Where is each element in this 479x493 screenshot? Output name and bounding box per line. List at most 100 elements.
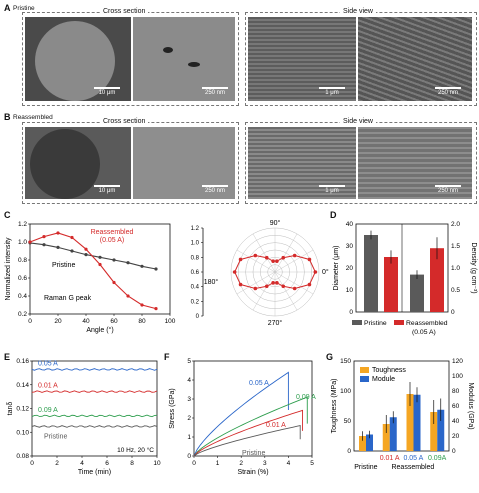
scale-a4: 250 nm [437, 90, 458, 96]
d-ytick-right: 1.5 [451, 243, 460, 250]
scale-a2: 250 nm [204, 90, 225, 96]
scale-a1: 10 μm [98, 90, 116, 96]
d-ytick-left: 0 [349, 309, 353, 316]
d-ytick-left: 40 [346, 221, 354, 228]
polar-spoke [274, 233, 298, 273]
polar-point [232, 270, 237, 274]
e-series-label: 0.01 A [38, 383, 58, 390]
e-series-label: Pristine [44, 433, 67, 440]
f-ytick-label: 4 [187, 377, 191, 384]
sem-b-side-low: 1 μm [248, 127, 356, 199]
polar-point [271, 259, 275, 263]
c-point [154, 267, 158, 271]
d-legend-pristine: Pristine [364, 320, 387, 327]
g-ytick-right: 20 [452, 433, 460, 440]
polar-point [307, 257, 312, 262]
d-legend-swatch-pristine [352, 320, 362, 325]
e-series-label: 0.05 A [38, 360, 58, 367]
g-category-label: 0.05 A [403, 455, 423, 462]
panel-a-cross-title: Cross section [100, 8, 149, 15]
e-xtick-label: 4 [80, 460, 84, 467]
e-series-line [31, 414, 158, 418]
c-xtick-label: 20 [54, 318, 62, 325]
c-point [140, 264, 144, 268]
c-point [28, 240, 32, 244]
panel-g-label: G [326, 352, 334, 362]
c-xlabel: Angle (°) [86, 326, 113, 334]
g-group-label: Reassembled [391, 464, 434, 471]
c-point [112, 258, 116, 262]
g-ytick-right: 100 [452, 373, 463, 380]
sem-b-side-high: 250 nm [358, 127, 472, 199]
d-legend-reassembled-current: (0.05 A) [412, 329, 436, 336]
c-point [126, 294, 130, 298]
e-ytick-label: 0.10 [16, 429, 29, 436]
polar-rtick-label: 0.4 [191, 285, 200, 291]
g-ytick-right: 60 [452, 403, 460, 410]
c-xtick-label: 0 [28, 318, 32, 325]
c-xtick-label: 40 [82, 318, 90, 325]
g-category-label: 0.09A [428, 455, 447, 462]
e-series-label: 0.09 A [38, 407, 58, 414]
d-legend-swatch-reassembled [394, 320, 404, 325]
c-point [56, 231, 60, 235]
polar-point [281, 284, 286, 289]
polar-point [264, 284, 269, 289]
d-bar [364, 235, 378, 312]
c-legend-reassembled: Reassembled [91, 229, 134, 236]
g-ytick-right: 80 [452, 388, 460, 395]
polar-angle-label: 90° [270, 219, 281, 227]
d-ytick-right: 1.0 [451, 265, 460, 272]
e-xtick-label: 8 [130, 460, 134, 467]
panel-b-side-title: Side view [340, 118, 376, 125]
chart-f-line: 0 1 2 3 4 5 0 1 2 3 4 5 Strain (%) Stress (GPa) 0.05 A… [169, 358, 316, 476]
chart-c-line: 0 20 40 60 80 100 0.2 0.4 0.6 0.8 1.0 1.2 Angle (°) N… [5, 221, 176, 334]
panel-b-label: B [4, 112, 11, 122]
e-xtick-label: 10 [153, 460, 161, 467]
d-ytick-left: 20 [346, 265, 354, 272]
panel-e-label: E [4, 352, 11, 362]
g-bar [430, 412, 438, 451]
scale-b3: 1 μm [325, 188, 339, 194]
f-xtick-label: 5 [310, 460, 314, 467]
c-point [70, 235, 74, 240]
polar-spoke [274, 271, 314, 295]
f-ytick-label: 0 [187, 453, 191, 460]
e-series-line [31, 425, 158, 428]
polar-rtick-label: 0.2 [191, 299, 200, 305]
f-ytick-label: 1 [187, 434, 191, 441]
f-series-line [193, 396, 308, 457]
polar-point [238, 257, 243, 262]
sem-a-cross-low: 10 μm [25, 17, 131, 101]
f-series-line [193, 425, 301, 457]
g-ylabel-right: Modulus (GPa) [467, 382, 474, 429]
polar-rtick-label: 1.0 [191, 241, 200, 247]
panel-c-label: C [4, 210, 11, 220]
polar-point [307, 282, 312, 287]
c-series-line [29, 242, 157, 270]
c-ytick-label: 0.2 [18, 311, 27, 318]
g-bar [359, 436, 366, 451]
f-series-label: 0.05 A [249, 380, 269, 387]
sem-a-side-low: 1 μm [248, 17, 356, 101]
f-series-line [193, 409, 304, 457]
panel-b-sublabel: Reassembled [13, 114, 53, 121]
f-xtick-label: 4 [287, 460, 291, 467]
f-xtick-label: 1 [216, 460, 220, 467]
d-bar [410, 274, 424, 312]
f-series-label: 0.09 A [296, 394, 316, 401]
c-point [70, 249, 74, 253]
d-ytick-right: 0 [451, 309, 455, 316]
g-legend-label: Module [372, 376, 395, 383]
e-series-line [31, 368, 158, 371]
d-bar [430, 248, 444, 312]
c-ytick-label: 0.4 [18, 293, 27, 300]
c-xtick-label: 60 [110, 318, 118, 325]
g-group-label: Pristine [354, 464, 377, 471]
g-ytick-left: 50 [344, 418, 352, 425]
polar-point [275, 259, 279, 263]
g-frame [353, 360, 450, 452]
f-ytick-label: 2 [187, 415, 191, 422]
g-legend-swatch [360, 376, 369, 382]
d-ytick-left: 30 [346, 243, 354, 250]
